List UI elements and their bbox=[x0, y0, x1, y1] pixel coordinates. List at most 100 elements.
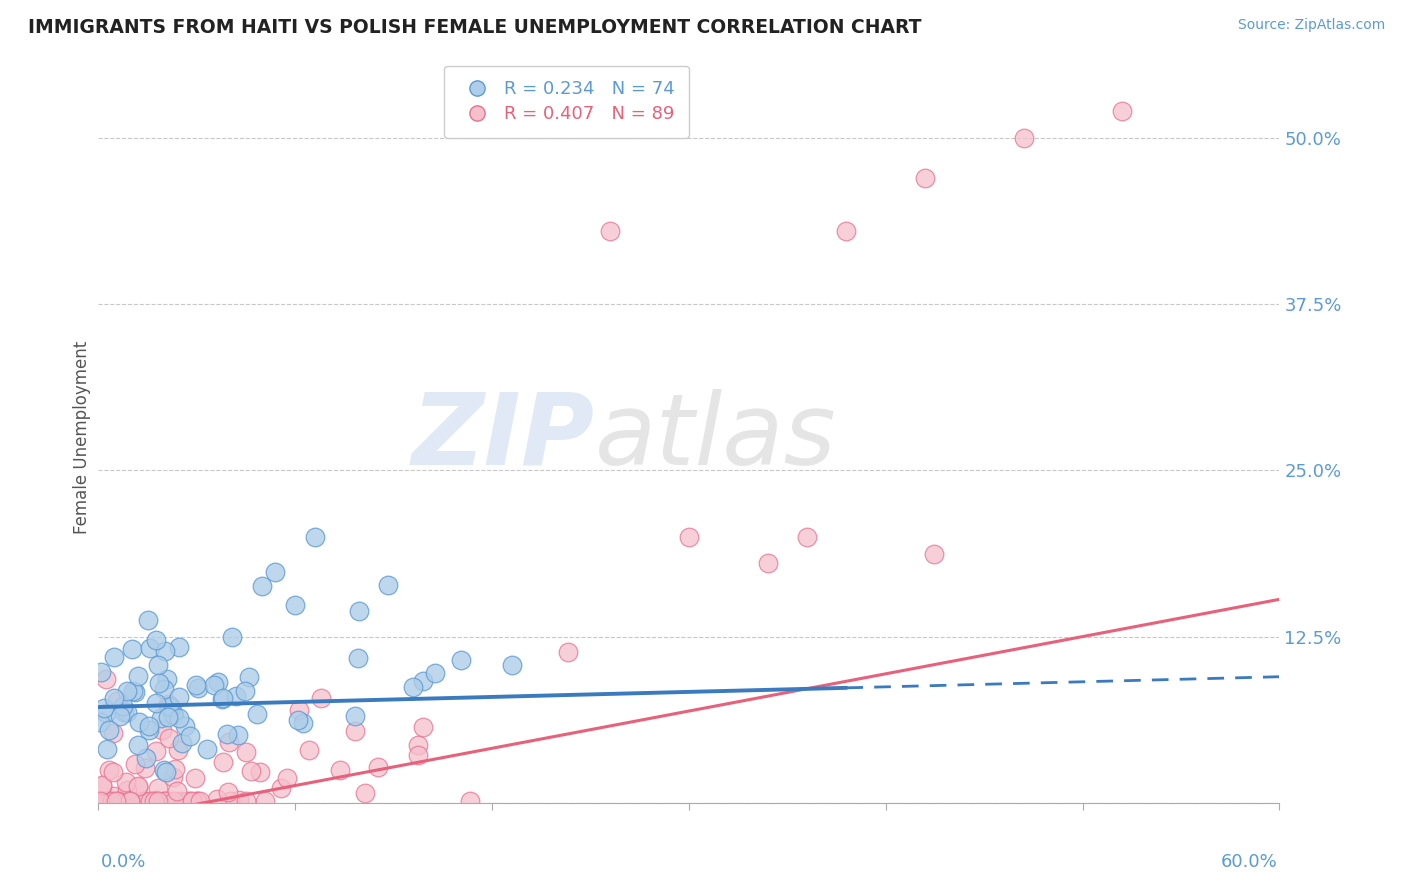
Point bbox=[145, 697, 167, 711]
Point bbox=[138, 718, 160, 732]
Point bbox=[298, 743, 321, 757]
Point bbox=[329, 763, 352, 777]
Point bbox=[115, 706, 138, 720]
Point bbox=[105, 694, 128, 708]
Point bbox=[150, 723, 173, 737]
Point bbox=[169, 795, 191, 809]
Point bbox=[253, 795, 276, 809]
Point bbox=[412, 720, 434, 734]
Point bbox=[235, 794, 257, 808]
Point bbox=[128, 795, 150, 809]
Point bbox=[162, 770, 184, 784]
Point bbox=[103, 789, 125, 803]
Point bbox=[104, 795, 127, 809]
Point bbox=[377, 578, 399, 592]
Y-axis label: Female Unemployment: Female Unemployment bbox=[73, 341, 91, 533]
Point bbox=[557, 645, 579, 659]
Point bbox=[408, 748, 430, 763]
Point bbox=[153, 644, 176, 658]
Point bbox=[152, 764, 174, 778]
Point bbox=[153, 795, 176, 809]
Point bbox=[291, 716, 314, 731]
Point bbox=[101, 765, 124, 780]
Point bbox=[98, 764, 121, 778]
Point bbox=[347, 650, 370, 665]
Point bbox=[796, 530, 818, 544]
Point bbox=[195, 742, 218, 756]
Point bbox=[89, 714, 111, 729]
Point bbox=[89, 795, 111, 809]
Point bbox=[160, 699, 183, 714]
Point bbox=[94, 795, 117, 809]
Point bbox=[176, 795, 198, 809]
Point bbox=[756, 557, 779, 571]
Point bbox=[218, 735, 240, 749]
Point bbox=[108, 709, 131, 723]
Legend: R = 0.234   N = 74, R = 0.407   N = 89: R = 0.234 N = 74, R = 0.407 N = 89 bbox=[444, 66, 689, 138]
Point bbox=[97, 795, 120, 809]
Point bbox=[922, 547, 945, 561]
Text: atlas: atlas bbox=[595, 389, 837, 485]
Point bbox=[163, 795, 186, 809]
Point bbox=[156, 710, 179, 724]
Point bbox=[127, 668, 149, 682]
Point bbox=[142, 795, 165, 809]
Point bbox=[103, 726, 125, 740]
Point bbox=[458, 795, 481, 809]
Point bbox=[401, 680, 423, 694]
Point bbox=[678, 530, 700, 544]
Point bbox=[225, 690, 247, 704]
Point bbox=[146, 657, 169, 672]
Point bbox=[93, 795, 115, 809]
Point bbox=[309, 690, 332, 705]
Point bbox=[184, 771, 207, 785]
Point bbox=[238, 670, 260, 684]
Point bbox=[211, 691, 233, 706]
Point bbox=[145, 744, 167, 758]
Point bbox=[157, 731, 180, 745]
Point bbox=[112, 705, 135, 719]
Point bbox=[91, 779, 114, 793]
Point bbox=[211, 690, 233, 705]
Point bbox=[354, 786, 377, 800]
Text: ZIP: ZIP bbox=[412, 389, 595, 485]
Point bbox=[118, 795, 141, 809]
Point bbox=[179, 795, 201, 809]
Point bbox=[207, 675, 229, 690]
Point bbox=[138, 723, 160, 737]
Point bbox=[167, 742, 190, 756]
Point bbox=[93, 701, 115, 715]
Point bbox=[835, 224, 858, 238]
Point bbox=[132, 795, 155, 809]
Point bbox=[186, 795, 208, 809]
Point bbox=[450, 653, 472, 667]
Point bbox=[165, 763, 187, 777]
Point bbox=[172, 736, 194, 750]
Point bbox=[367, 760, 389, 774]
Point bbox=[149, 711, 172, 725]
Point bbox=[153, 795, 176, 809]
Point bbox=[221, 630, 243, 644]
Point bbox=[249, 764, 271, 779]
Point bbox=[304, 530, 326, 544]
Point bbox=[235, 746, 257, 760]
Point bbox=[90, 665, 112, 680]
Point bbox=[202, 678, 225, 692]
Point bbox=[152, 682, 174, 697]
Point bbox=[157, 698, 180, 713]
Point bbox=[1111, 104, 1133, 119]
Point bbox=[167, 711, 190, 725]
Point bbox=[122, 684, 145, 698]
Point bbox=[138, 794, 160, 808]
Point bbox=[219, 795, 242, 809]
Point bbox=[97, 723, 120, 737]
Point bbox=[288, 703, 311, 717]
Point bbox=[187, 681, 209, 695]
Point bbox=[263, 565, 285, 579]
Text: Source: ZipAtlas.com: Source: ZipAtlas.com bbox=[1237, 18, 1385, 32]
Point bbox=[167, 690, 190, 704]
Point bbox=[103, 650, 125, 665]
Point bbox=[128, 715, 150, 730]
Point bbox=[347, 604, 370, 618]
Point bbox=[212, 755, 235, 769]
